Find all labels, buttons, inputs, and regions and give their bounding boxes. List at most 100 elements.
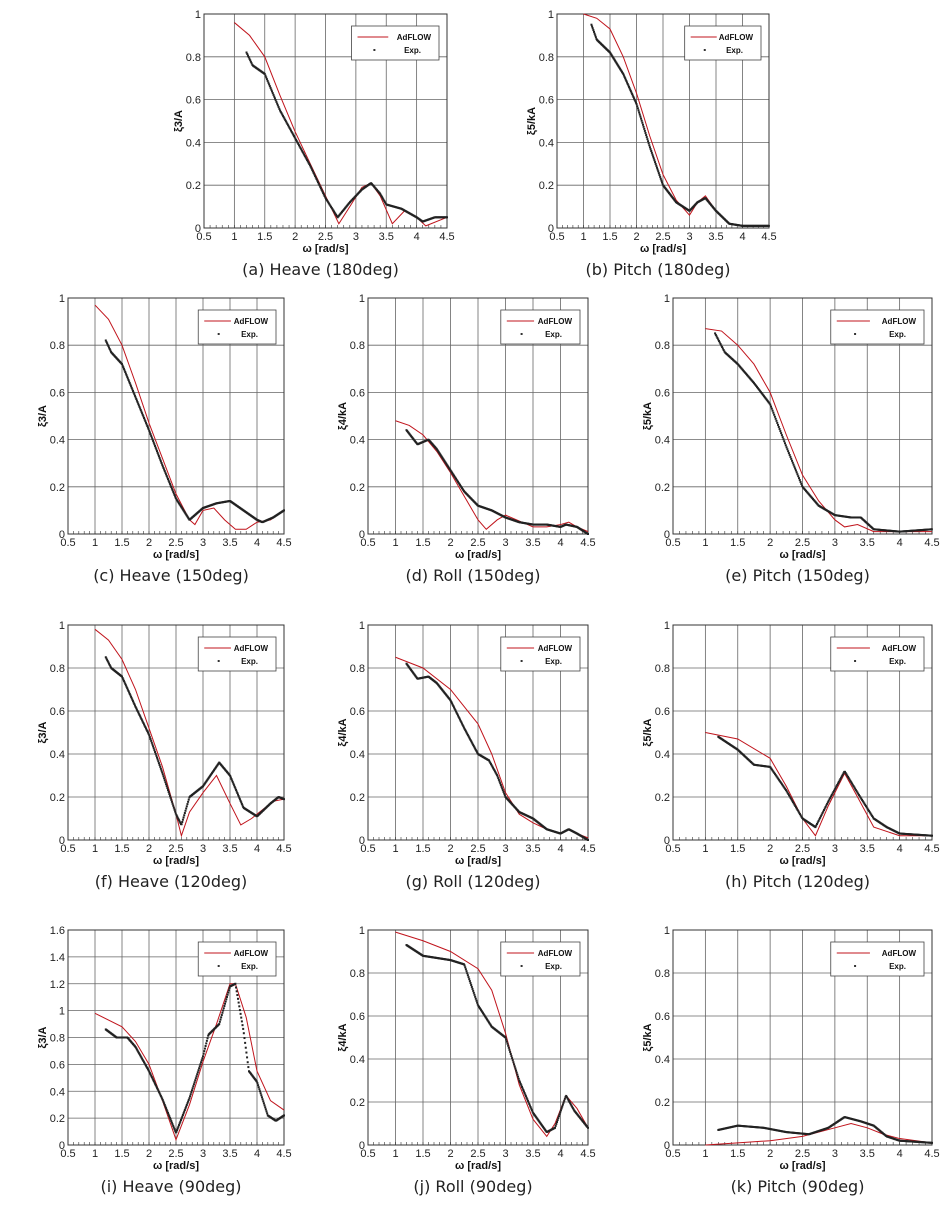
series-exp-point xyxy=(296,141,299,144)
series-exp-point xyxy=(333,210,336,213)
series-exp-point xyxy=(172,1126,175,1129)
series-exp-point xyxy=(649,148,652,151)
chart-j: 0.5 1 1.5 2 2.5 3 3.5 4 4.5 0 0.2 0.4 0.6 0.8 1 ω [rad/… xyxy=(337,925,596,1172)
series-exp-point xyxy=(822,809,825,812)
series-exp-point xyxy=(569,1103,572,1106)
series-exp-point xyxy=(143,417,146,420)
series-exp-point xyxy=(846,774,849,777)
series-exp-point xyxy=(107,345,110,348)
series-exp-point xyxy=(629,90,632,93)
series-exp-point xyxy=(762,394,765,397)
series-exp-point xyxy=(172,806,175,809)
series-exp-point xyxy=(446,216,448,219)
series-exp-point xyxy=(259,1090,262,1093)
series-exp-point xyxy=(786,448,789,451)
series-exp-point xyxy=(626,81,629,84)
series-exp-point xyxy=(557,1115,560,1118)
series-exp-point xyxy=(633,97,636,100)
legend-exp-label: Exp. xyxy=(889,330,906,339)
series-exp-point xyxy=(788,454,791,457)
x-tick-label: 2.5 xyxy=(168,1148,183,1160)
series-exp-point xyxy=(455,477,457,480)
series-exp-point xyxy=(182,509,185,512)
series-exp-point xyxy=(177,1125,180,1128)
legend-adflow-label: AdFLOW xyxy=(882,644,917,653)
series-exp-point xyxy=(187,800,190,803)
series-exp-point xyxy=(870,813,873,816)
series-exp-point xyxy=(797,810,800,813)
series-exp-point xyxy=(453,706,456,709)
series-exp-point xyxy=(489,763,492,766)
series-exp-point xyxy=(135,1048,138,1051)
series-exp-point xyxy=(271,90,274,93)
series-exp-point xyxy=(191,1087,194,1090)
y-tick-label: 1 xyxy=(59,1006,65,1018)
series-exp-point xyxy=(635,103,638,106)
series-adflow-line xyxy=(705,732,932,837)
series-exp-point xyxy=(463,727,466,730)
series-exp-point xyxy=(263,1104,266,1107)
series-exp-point xyxy=(471,742,474,745)
series-exp-point xyxy=(203,1047,206,1050)
x-tick-label: 0.5 xyxy=(60,537,75,549)
series-exp-point xyxy=(107,661,110,664)
series-exp-point xyxy=(185,805,188,808)
series-exp-point xyxy=(851,783,854,786)
series-exp-point xyxy=(448,467,451,470)
x-tick-label: 3 xyxy=(353,231,359,243)
series-exp-point xyxy=(445,462,448,465)
series-exp-point xyxy=(220,1016,223,1019)
series-exp-point xyxy=(168,1115,171,1118)
legend-exp-label: Exp. xyxy=(545,962,562,971)
series-exp-point xyxy=(159,765,162,768)
series-exp-point xyxy=(849,779,852,782)
series-exp-point xyxy=(615,61,618,64)
series-exp-point xyxy=(246,1056,249,1059)
series-exp-point xyxy=(593,32,596,35)
series-exp-point xyxy=(184,809,187,812)
series-exp-point xyxy=(786,791,789,794)
x-tick-label: 1.5 xyxy=(114,843,129,855)
series-exp-point xyxy=(204,1044,207,1047)
series-exp-point xyxy=(144,726,147,729)
legend-box xyxy=(197,941,277,977)
series-exp-point xyxy=(183,812,186,815)
series-exp-point xyxy=(517,1075,520,1078)
series-exp-point xyxy=(815,824,818,827)
series-exp-point xyxy=(266,79,269,82)
series-exp-point xyxy=(931,1141,933,1144)
series-exp-point xyxy=(175,814,178,817)
series-exp-point xyxy=(498,780,501,783)
series-exp-point xyxy=(456,714,459,717)
x-tick-label: 4 xyxy=(897,1148,903,1160)
series-exp-point xyxy=(486,1019,489,1022)
series-exp-point xyxy=(151,1077,154,1080)
series-exp-point xyxy=(205,1039,208,1042)
series-exp-point xyxy=(305,157,308,160)
series-exp-point xyxy=(167,1112,170,1115)
legend-exp-swatch xyxy=(217,965,220,967)
series-exp-point xyxy=(121,363,123,366)
series-exp-point xyxy=(796,809,799,812)
series-exp-point xyxy=(231,781,234,784)
series-exp-point xyxy=(563,1099,566,1102)
series-exp-point xyxy=(141,720,144,723)
series-exp-point xyxy=(172,490,175,493)
series-exp-point xyxy=(202,1052,205,1055)
series-exp-point xyxy=(801,484,804,487)
series-exp-point xyxy=(634,100,637,103)
series-exp-point xyxy=(108,347,111,350)
series-exp-point xyxy=(622,74,625,77)
series-exp-point xyxy=(526,1098,529,1101)
series-exp-point xyxy=(286,122,289,125)
series-exp-point xyxy=(439,454,442,457)
series-exp-point xyxy=(187,516,190,519)
x-tick-label: 1.5 xyxy=(602,231,617,243)
series-exp-point xyxy=(867,808,870,811)
series-exp-point xyxy=(521,1087,524,1090)
series-exp-point xyxy=(218,1023,221,1026)
series-exp-point xyxy=(631,94,634,97)
y-tick-label: 0.6 xyxy=(350,387,365,399)
series-exp-point xyxy=(136,709,139,712)
series-exp-point xyxy=(638,113,641,116)
